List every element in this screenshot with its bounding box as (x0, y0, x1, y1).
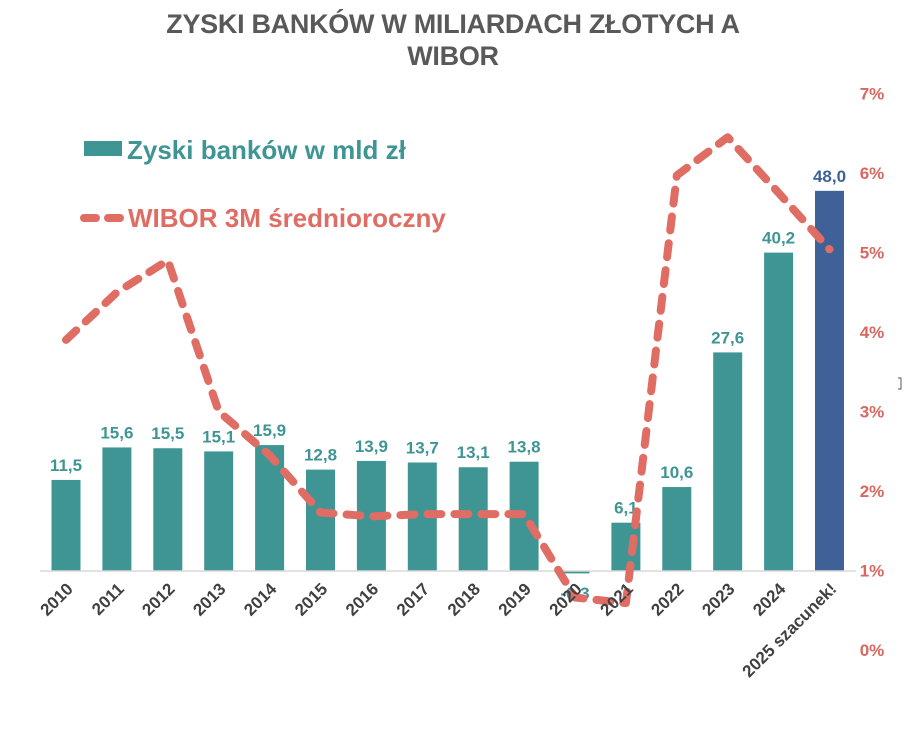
right-axis-tick-label: 1% (860, 562, 885, 581)
chart-title-line-1: ZYSKI BANKÓW W MILIARDACH ZŁOTYCH A (166, 9, 740, 39)
bar-value-label: 13,1 (457, 443, 490, 462)
chart-title: ZYSKI BANKÓW W MILIARDACH ZŁOTYCH A WIBO… (0, 8, 906, 72)
x-axis-tick-label: 2021 (597, 579, 637, 619)
bar-value-label: 13,7 (406, 438, 439, 457)
bar-value-label: 48,0 (813, 167, 846, 186)
x-axis-tick-label: 2015 (291, 579, 331, 619)
bar-value-label: 10,6 (660, 463, 693, 482)
right-axis-tick-label: 0% (860, 641, 885, 660)
right-axis-tick-label: 3% (860, 403, 885, 422)
bar (102, 447, 132, 571)
x-axis-tick-label: 2024 (749, 579, 790, 620)
right-axis-tick-label: 2% (860, 482, 885, 501)
x-axis-tick-label: 2018 (444, 579, 484, 619)
chart-title-line-2: WIBOR (407, 41, 499, 71)
bar-value-label: 27,6 (711, 328, 744, 347)
x-axis-tick-label: 2017 (393, 579, 433, 619)
bar-value-label: 11,5 (50, 456, 82, 475)
bar-series (51, 190, 844, 574)
bar-value-label: 15,1 (202, 427, 235, 446)
x-axis-tick-label: 2010 (37, 579, 77, 619)
right-axis-tick-label: 5% (860, 244, 885, 263)
bar-value-label: 6,1 (614, 499, 638, 518)
bar (815, 190, 844, 571)
x-axis-tick-label: 2013 (189, 579, 229, 619)
bar-value-label: 40,2 (762, 229, 795, 248)
bar-value-label: 13,8 (508, 438, 541, 457)
bar (255, 445, 285, 571)
bar (713, 352, 743, 571)
bar-value-label: 12,8 (304, 446, 337, 465)
bar (306, 469, 335, 571)
x-axis-tick-label: 2025 szacunek! (739, 579, 841, 681)
wibor-line (62, 133, 834, 608)
edge-mark (898, 377, 902, 390)
legend-bar-swatch (84, 141, 122, 156)
legend: Zyski banków w mld zł WIBOR 3M średnioro… (80, 135, 446, 233)
x-axis-tick-label: 2014 (240, 579, 281, 620)
legend-bars-label: Zyski banków w mld zł (127, 135, 407, 165)
right-axis-tick-label: 6% (860, 164, 885, 183)
legend-line-label: WIBOR 3M średnioroczny (128, 203, 446, 233)
bar (764, 252, 794, 571)
x-axis-labels: 2010 2011 2012 2013 2014 2015 2016 2017 2018 2019… (37, 579, 841, 681)
bar (458, 467, 488, 571)
right-axis-tick-label: 4% (860, 323, 885, 342)
bar-value-label: 15,9 (253, 421, 286, 440)
bar-value-label: 15,6 (100, 423, 133, 442)
x-axis-tick-label: 2019 (495, 579, 535, 619)
bar (662, 487, 692, 571)
x-axis-tick-label: 2012 (138, 579, 178, 619)
bar-data-labels: 11,5 15,6 15,5 15,1 15,9 12,8 13,9 13,7 13,1 13,8… (50, 167, 846, 603)
right-axis-tick-label: 7% (860, 85, 885, 104)
bar-value-label: 13,9 (355, 437, 388, 456)
x-axis-tick-label: 2023 (698, 579, 738, 619)
bar (560, 571, 590, 574)
bar-value-label: 15,5 (151, 424, 184, 443)
x-axis-tick-label: 2016 (342, 579, 382, 619)
bar (153, 448, 183, 571)
right-axis-labels: 0% 1% 2% 3% 4% 5% 6% 7% (860, 85, 885, 661)
x-axis-tick-label: 2011 (88, 579, 128, 619)
x-axis-tick-label: 2022 (647, 579, 687, 619)
bar (51, 479, 81, 571)
bar (204, 451, 234, 571)
